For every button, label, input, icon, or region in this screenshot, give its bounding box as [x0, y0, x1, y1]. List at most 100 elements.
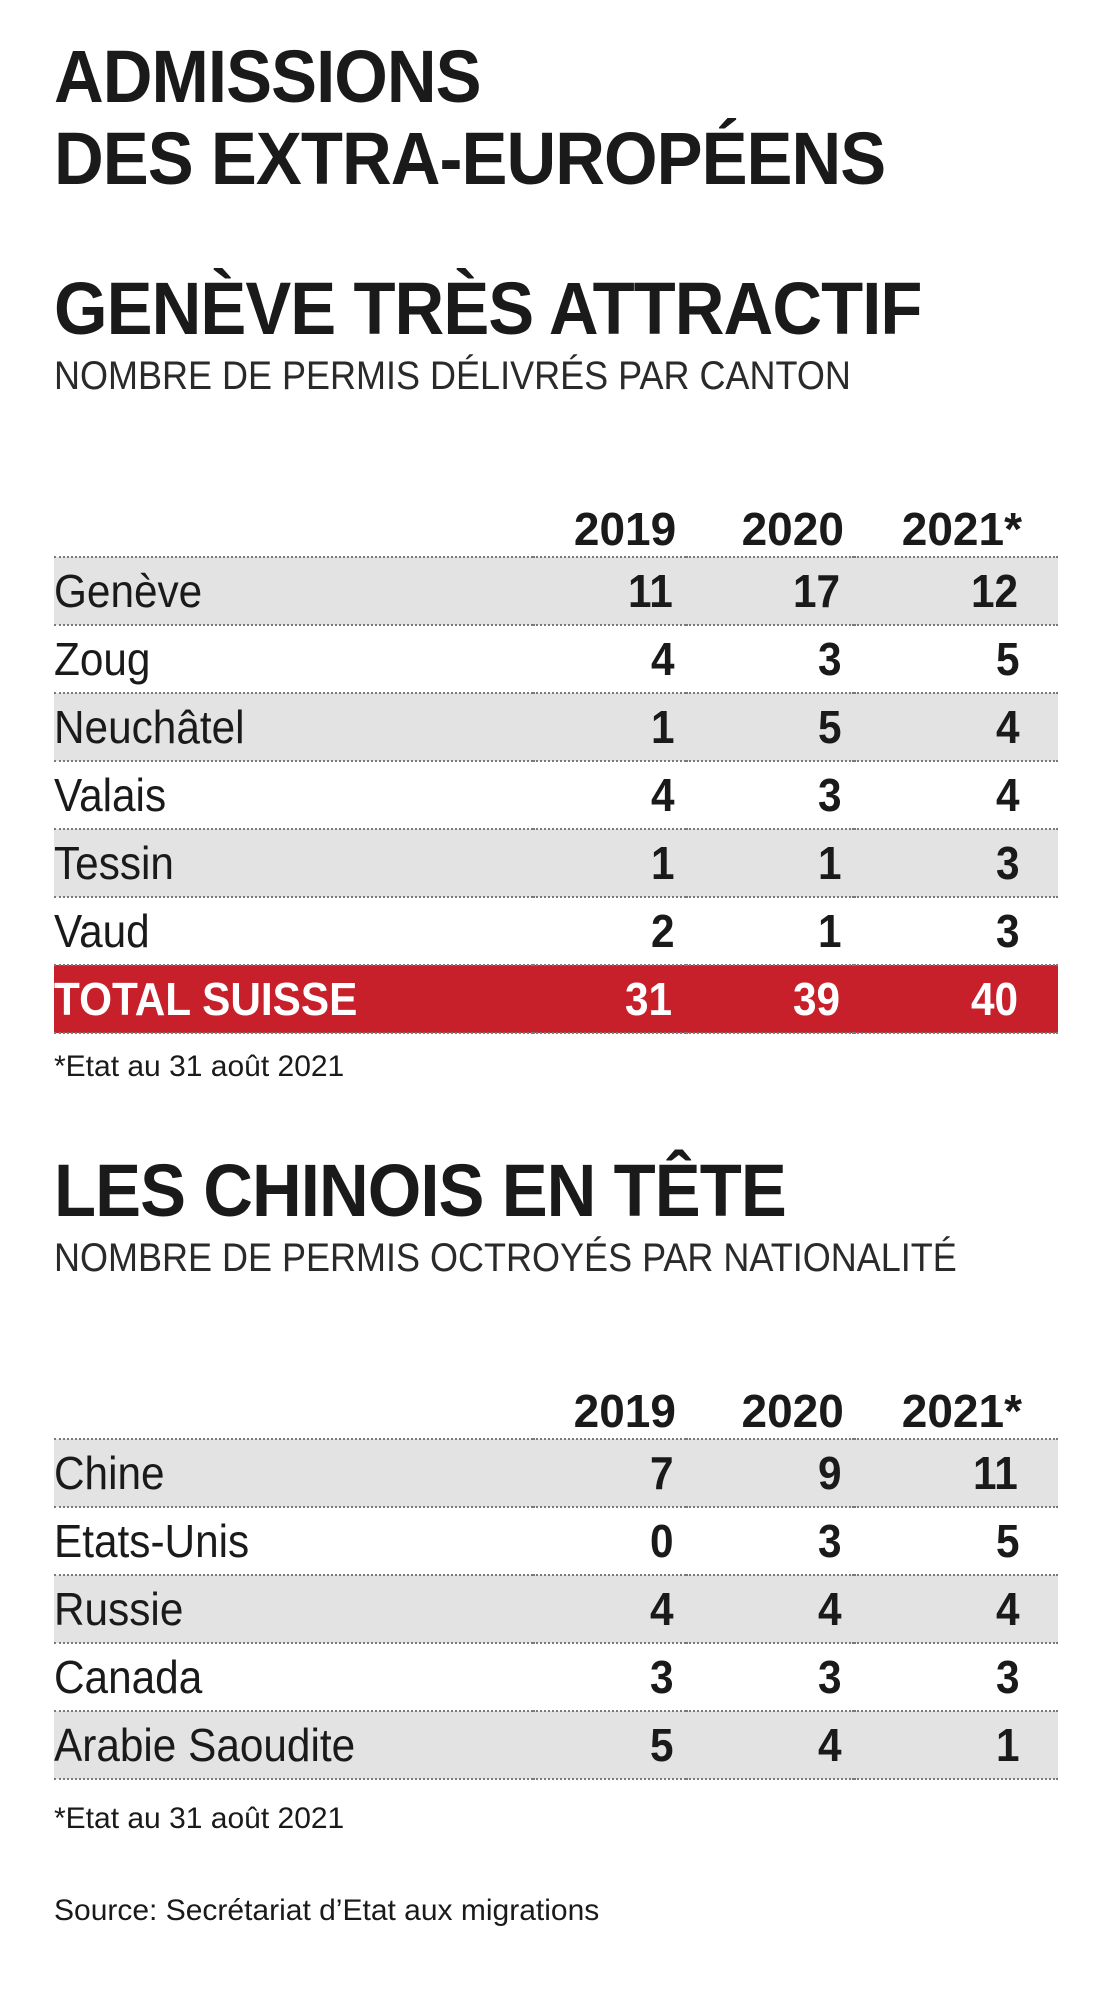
row-label-text: Etats-Unis [54, 1515, 250, 1567]
section-title: LES CHINOIS EN TÊTE [54, 1149, 787, 1232]
row-label: Etats-Unis [54, 1506, 533, 1575]
total-value-text: 40 [970, 973, 1018, 1025]
row-value-text: 1 [818, 905, 842, 957]
row-label: Vaud [54, 896, 533, 965]
column-header: 2019 [573, 1385, 676, 1437]
row-label: Valais [54, 760, 533, 829]
row-value-text: 1 [818, 837, 842, 889]
section-nationalities: LES CHINOIS EN TÊTE NOMBRE DE PERMIS OCT… [54, 1150, 1058, 1282]
page-title-line-1: ADMISSIONS [54, 35, 482, 118]
header-empty [54, 498, 533, 557]
row-value: 1 [686, 896, 854, 965]
table-header-row: 2019 2020 2021* [54, 1380, 1058, 1439]
row-value: 3 [685, 1506, 854, 1575]
section-title: GENÈVE TRÈS ATTRACTIF [54, 267, 922, 350]
row-label: Chine [54, 1438, 533, 1507]
row-label-text: Valais [54, 769, 167, 821]
row-value: 4 [532, 760, 687, 829]
row-value-text: 11 [627, 565, 673, 617]
row-value-text: 3 [818, 769, 842, 821]
total-value-text: 31 [625, 973, 673, 1025]
row-value-text: 3 [996, 1651, 1020, 1703]
cantons-table: 2019 2020 2021* Genève 11 17 12 Zoug 4 3 5 Neuch… [54, 498, 1058, 1034]
row-label: Zoug [54, 624, 533, 693]
row-value-text: 3 [996, 905, 1020, 957]
row-value: 3 [686, 760, 854, 829]
row-value: 9 [685, 1438, 854, 1507]
row-label-text: Zoug [54, 633, 151, 685]
row-value-text: 3 [818, 1515, 842, 1567]
table-row: Tessin 1 1 3 [54, 828, 1058, 897]
table-row: Zoug 4 3 5 [54, 624, 1058, 693]
table-row: Valais 4 3 4 [54, 760, 1058, 829]
row-label-text: Genève [54, 565, 203, 617]
row-label: Arabie Saoudite [54, 1710, 533, 1780]
row-label-text: Canada [54, 1651, 203, 1703]
column-header: 2020 [741, 1385, 844, 1437]
row-value-text: 5 [996, 633, 1020, 685]
row-label: Russie [54, 1574, 533, 1643]
row-value: 5 [532, 1710, 686, 1780]
row-value-text: 3 [818, 1651, 842, 1703]
row-label-text: Arabie Saoudite [54, 1719, 356, 1771]
row-value: 1 [532, 828, 687, 897]
row-value-text: 4 [996, 1583, 1020, 1635]
table-row: Vaud 2 1 3 [54, 896, 1058, 965]
row-value: 1 [853, 1710, 1058, 1780]
row-value-text: 4 [818, 1719, 842, 1771]
row-value: 3 [853, 1642, 1058, 1711]
row-value-text: 4 [818, 1583, 842, 1635]
row-label: Neuchâtel [54, 692, 533, 761]
total-value: 31 [532, 964, 687, 1034]
row-label: Canada [54, 1642, 533, 1711]
row-value-text: 3 [650, 1651, 674, 1703]
table-row: Russie 4 4 4 [54, 1574, 1058, 1643]
row-value-text: 7 [650, 1447, 674, 1499]
row-label-text: Chine [54, 1447, 165, 1499]
column-header: 2019 [573, 503, 677, 555]
row-value: 11 [853, 1438, 1058, 1507]
row-value: 4 [532, 1574, 686, 1643]
row-value-text: 4 [650, 769, 675, 821]
page-title: ADMISSIONS DES EXTRA-EUROPÉENS [54, 35, 886, 200]
row-value: 2 [532, 896, 687, 965]
row-value: 4 [685, 1710, 854, 1780]
table-row: Neuchâtel 1 5 4 [54, 692, 1058, 761]
row-value-text: 5 [650, 1719, 674, 1771]
row-value: 17 [686, 556, 854, 625]
row-label-text: Vaud [54, 905, 150, 957]
row-value-text: 2 [650, 905, 675, 957]
row-value-text: 12 [970, 565, 1018, 617]
section-subtitle: NOMBRE DE PERMIS DÉLIVRÉS PAR CANTON [54, 354, 851, 398]
column-header: 2020 [741, 503, 844, 555]
row-value-text: 3 [818, 633, 842, 685]
row-value-text: 1 [996, 1719, 1020, 1771]
column-header: 2021* [901, 1385, 1022, 1437]
column-header: 2021* [901, 503, 1022, 555]
row-value-text: 4 [996, 701, 1020, 753]
row-value: 0 [532, 1506, 686, 1575]
row-value: 5 [853, 1506, 1058, 1575]
table-row: Genève 11 17 12 [54, 556, 1058, 625]
row-value-text: 1 [650, 837, 675, 889]
row-label-text: Russie [54, 1583, 184, 1635]
table-row: Etats-Unis 0 3 5 [54, 1506, 1058, 1575]
nationalities-table: 2019 2020 2021* Chine 7 9 11 Etats-Unis 0 3 5 Ru… [54, 1380, 1058, 1780]
row-value: 3 [853, 828, 1058, 897]
row-value-text: 1 [650, 701, 675, 753]
header-empty [54, 1380, 533, 1439]
row-value: 12 [853, 556, 1058, 625]
row-value-text: 4 [996, 769, 1020, 821]
row-value-text: 0 [650, 1515, 674, 1567]
row-value-text: 9 [818, 1447, 842, 1499]
table-row: Chine 7 9 11 [54, 1438, 1058, 1507]
row-value-text: 5 [818, 701, 842, 753]
row-label-text: Tessin [54, 837, 174, 889]
row-label: Tessin [54, 828, 533, 897]
footnote: *Etat au 31 août 2021 [54, 1050, 345, 1083]
table-row: Canada 3 3 3 [54, 1642, 1058, 1711]
row-value-text: 5 [996, 1515, 1020, 1567]
row-value-text: 17 [792, 565, 840, 617]
row-value: 5 [686, 692, 854, 761]
row-value-text: 11 [973, 1447, 1019, 1499]
